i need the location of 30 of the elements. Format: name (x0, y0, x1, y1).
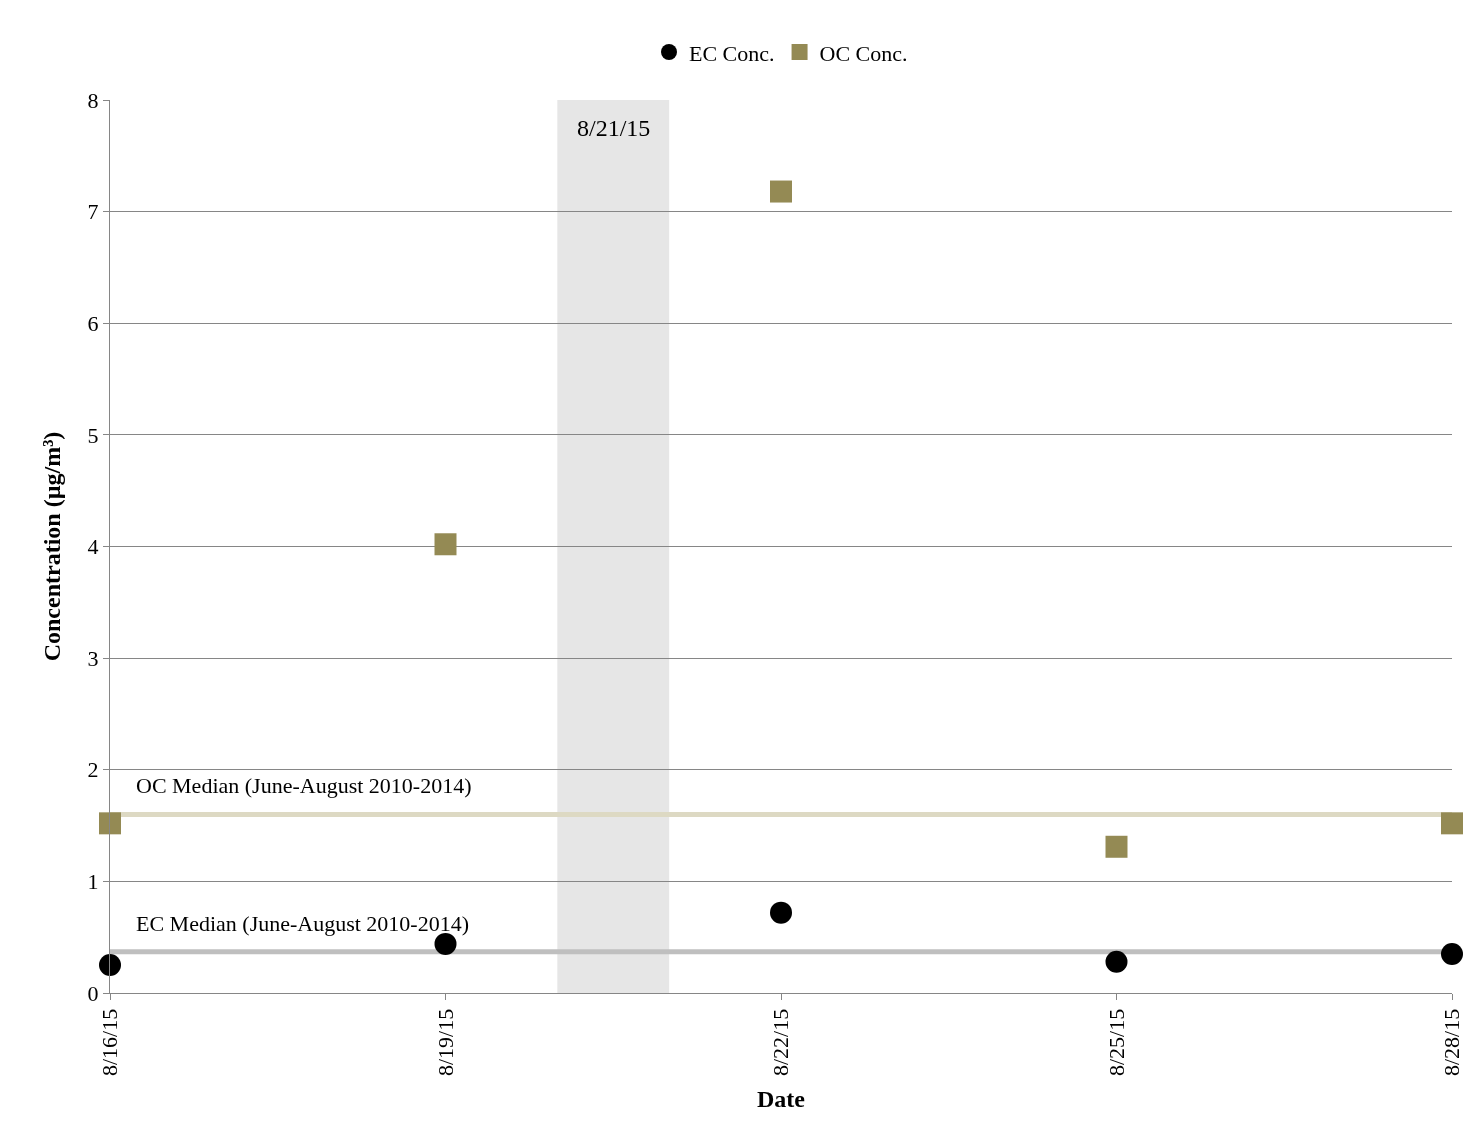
y-tick-label: 3 (87, 645, 99, 671)
point (434, 533, 457, 556)
point (770, 180, 792, 203)
point (99, 812, 121, 835)
point (99, 954, 121, 977)
legend-label: EC Conc. (689, 40, 775, 66)
point (1441, 942, 1463, 965)
x-tick-label: 8/16/15 (97, 1008, 123, 1077)
y-tick-label: 8 (87, 87, 99, 113)
point (1105, 835, 1128, 858)
y-tick-label: 1 (87, 869, 99, 895)
ref-line-label: OC Median (June-August 2010-2014) (136, 773, 472, 798)
x-tick-label: 8/25/15 (1103, 1008, 1129, 1077)
point (1105, 950, 1128, 973)
x-tick-label: 8/28/15 (1439, 1008, 1465, 1077)
legend-label: OC Conc. (819, 40, 908, 66)
y-tick-label: 7 (87, 199, 99, 225)
band-label: 8/21/15 (577, 115, 651, 141)
x-axis-title: Date (757, 1086, 806, 1113)
point (1441, 812, 1463, 835)
y-tick-label: 5 (87, 422, 99, 448)
x-tick-label: 8/22/15 (768, 1008, 794, 1077)
y-tick-label: 6 (87, 310, 99, 336)
point (770, 901, 792, 924)
y-axis-title: Concentration (µg/m³) (38, 431, 65, 662)
y-tick-label: 2 (87, 757, 99, 783)
y-tick-label: 4 (87, 534, 99, 560)
x-tick-label: 8/19/15 (432, 1008, 458, 1077)
ref-line-label: EC Median (June-August 2010-2014) (136, 911, 470, 936)
y-tick-label: 0 (87, 980, 99, 1006)
